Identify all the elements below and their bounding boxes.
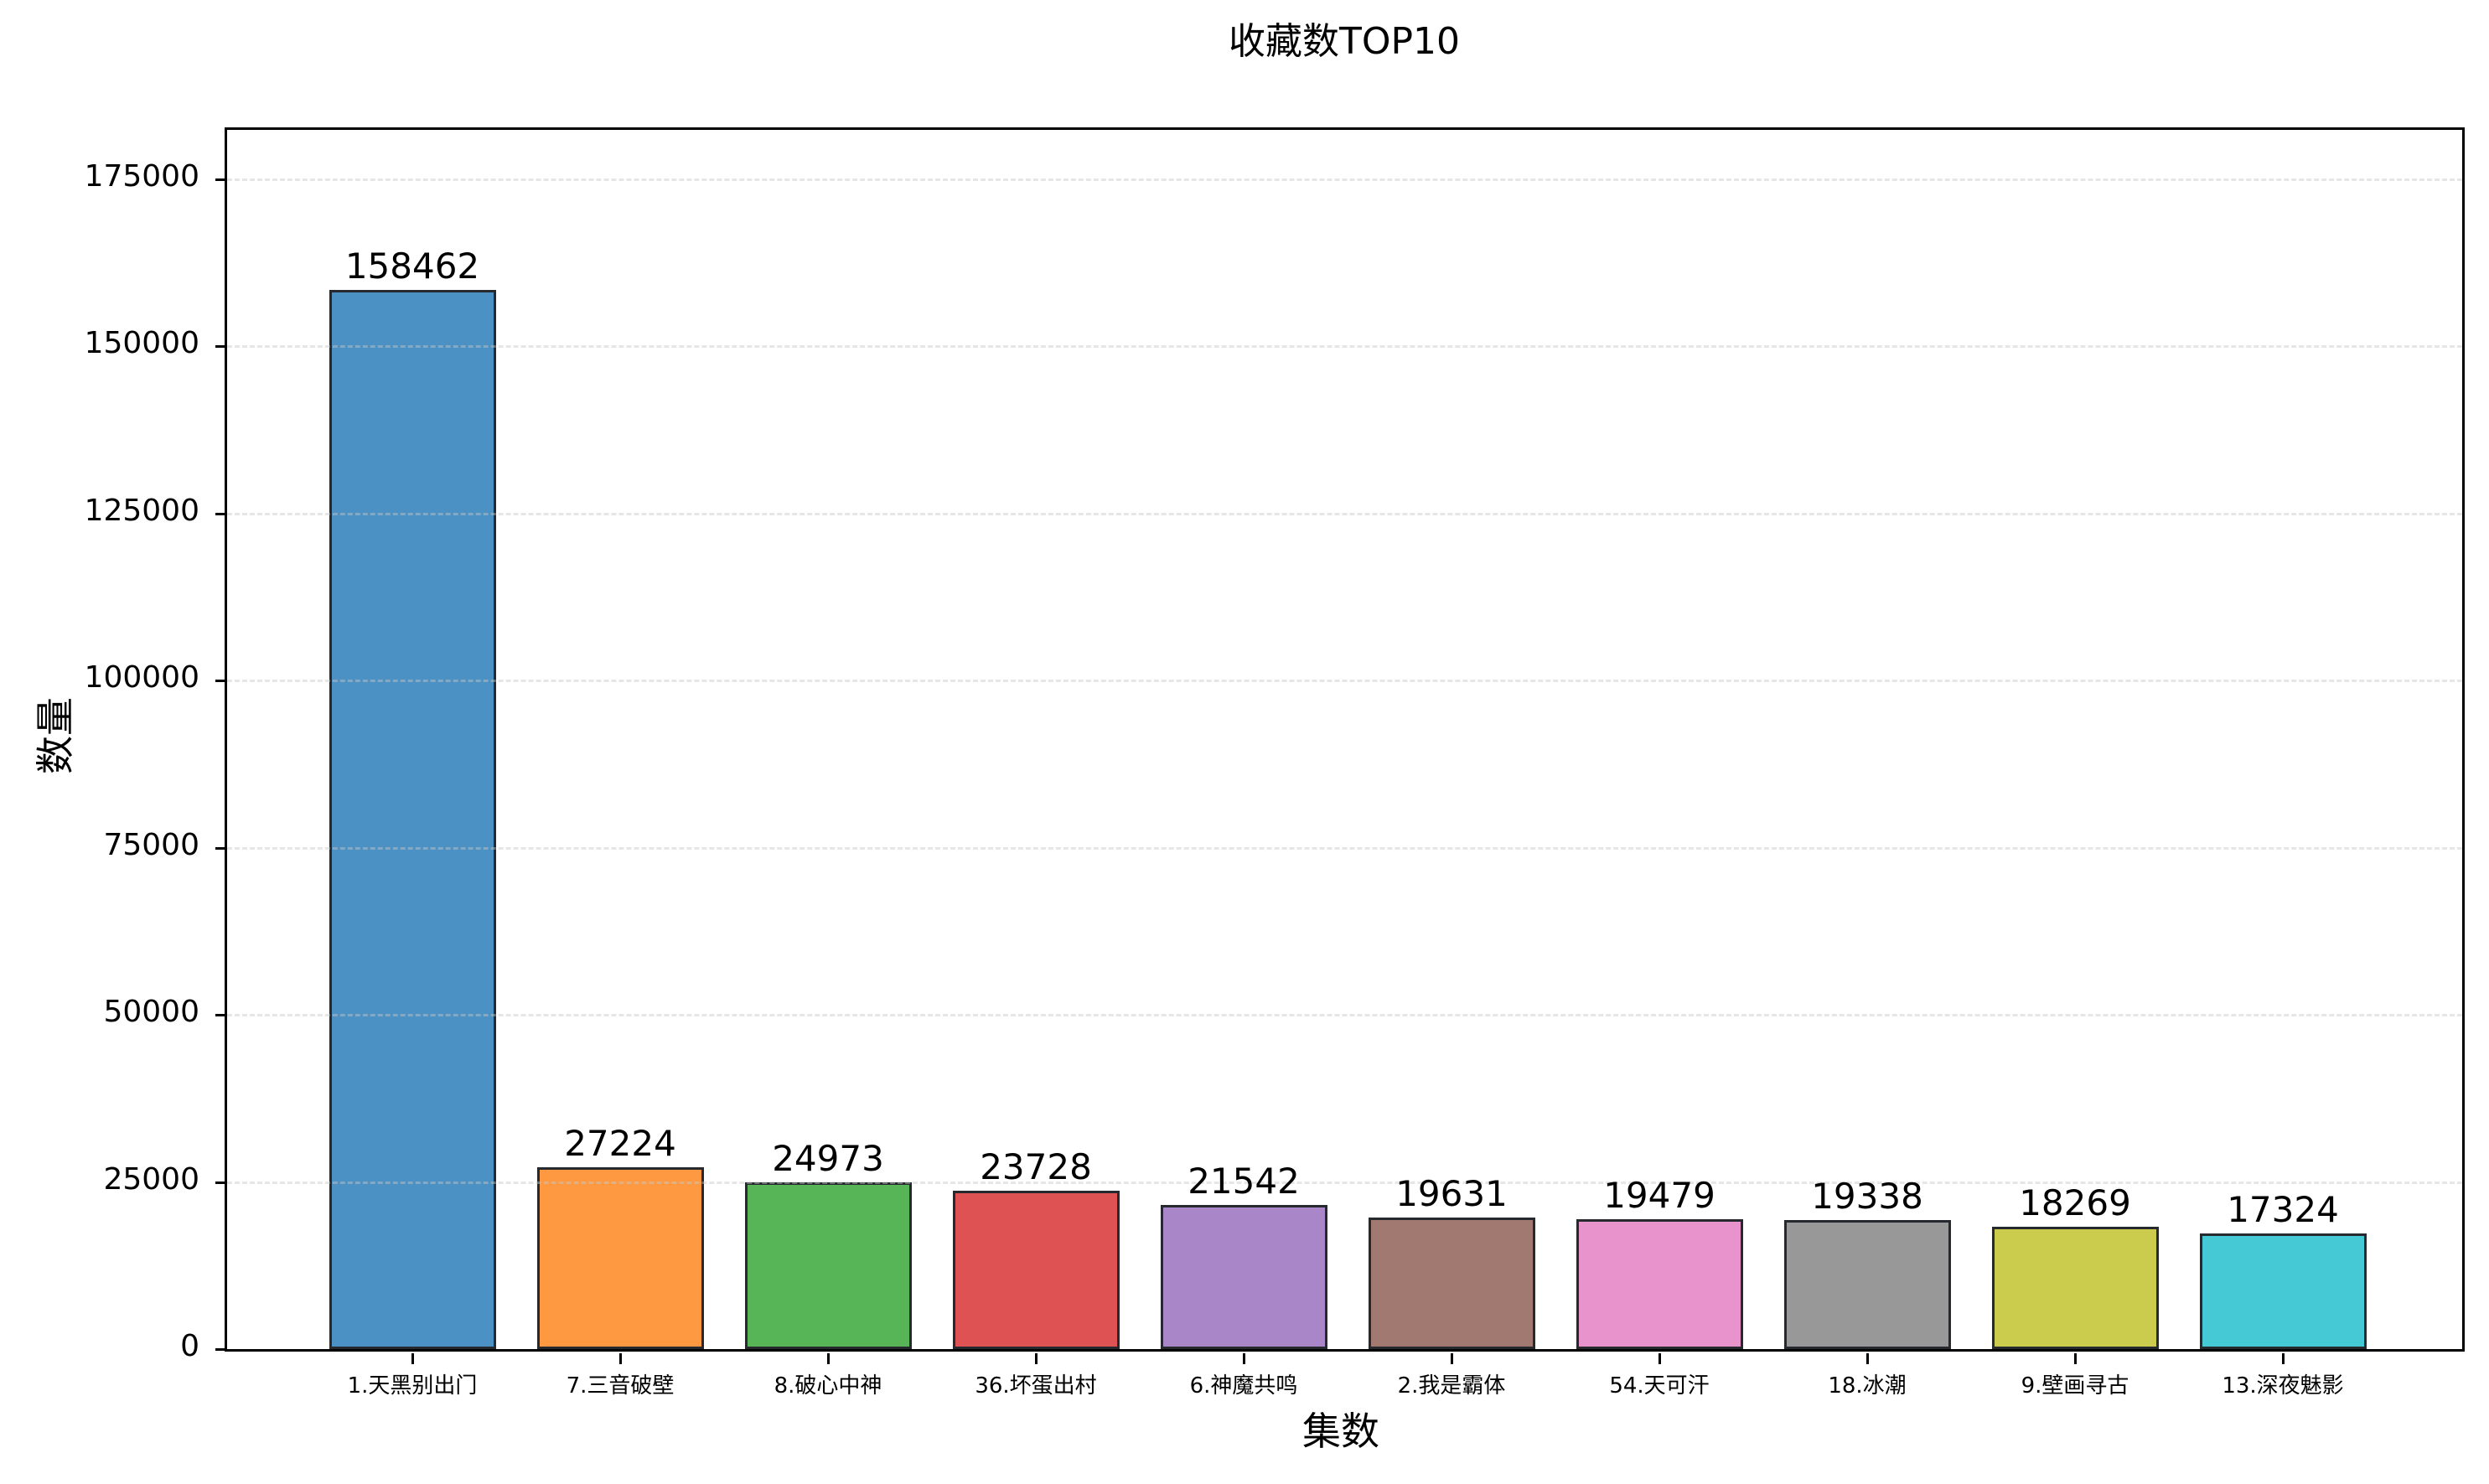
- y-tick-label: 150000: [84, 326, 199, 361]
- gridline: [227, 846, 2462, 850]
- bar-value-label: 23728: [980, 1145, 1092, 1187]
- x-tick-label: 8.破心中神: [774, 1373, 882, 1399]
- x-tick-mark: [1034, 1353, 1038, 1364]
- y-tick-label: 75000: [103, 827, 199, 862]
- y-tick-label: 50000: [103, 995, 199, 1030]
- bar-value-label: 21542: [1188, 1161, 1300, 1202]
- x-tick-label: 54.天可汗: [1609, 1373, 1710, 1399]
- x-tick-label: 18.冰潮: [1828, 1373, 1907, 1399]
- x-tick-mark: [1242, 1353, 1245, 1364]
- y-tick-label: 175000: [84, 159, 199, 194]
- bar: [744, 1182, 912, 1349]
- y-tick-mark: [215, 846, 225, 850]
- x-tick-mark: [2281, 1353, 2285, 1364]
- bar-value-label: 17324: [2227, 1188, 2339, 1230]
- chart-title: 收藏数TOP10: [1228, 20, 1461, 63]
- y-tick-label: 125000: [84, 493, 199, 528]
- bar: [1160, 1205, 1327, 1349]
- x-tick-label: 9.壁画寻古: [2021, 1373, 2129, 1399]
- bar: [329, 289, 496, 1349]
- y-tick-mark: [215, 1181, 225, 1184]
- bar-value-label: 19338: [1811, 1175, 1923, 1217]
- gridline: [227, 680, 2462, 683]
- x-axis-label: 集数: [1302, 1409, 1379, 1454]
- bar: [1368, 1218, 1535, 1349]
- bar-value-label: 158462: [344, 245, 480, 287]
- bar: [536, 1166, 704, 1349]
- y-tick-mark: [215, 345, 225, 349]
- x-tick-label: 1.天黑别出门: [347, 1373, 478, 1399]
- gridline: [227, 512, 2462, 515]
- x-tick-mark: [618, 1353, 622, 1364]
- y-axis-label: 数量: [33, 697, 78, 774]
- bar-value-label: 27224: [564, 1122, 676, 1164]
- y-tick-mark: [215, 680, 225, 683]
- plot-area: 158462 1.天黑别出门 27224 7.三音破壁 24973 8.破心中神 23728…: [215, 127, 2465, 1399]
- x-tick-mark: [1658, 1353, 1661, 1364]
- x-tick-mark: [1450, 1353, 1453, 1364]
- x-tick-mark: [826, 1353, 830, 1364]
- y-tick-label: 100000: [84, 660, 199, 695]
- y-tick-mark: [215, 1348, 225, 1351]
- x-tick-label: 2.我是霸体: [1397, 1373, 1506, 1399]
- x-tick-label: 13.深夜魅影: [2222, 1373, 2344, 1399]
- bar-value-label: 19631: [1395, 1173, 1508, 1215]
- bar: [1576, 1218, 1743, 1349]
- x-tick-label: 6.神魔共鸣: [1189, 1373, 1298, 1399]
- bar: [1783, 1219, 1951, 1349]
- x-tick-label: 7.三音破壁: [566, 1373, 675, 1399]
- x-tick-mark: [1865, 1353, 1869, 1364]
- y-tick-mark: [215, 512, 225, 515]
- y-tick-label: 25000: [103, 1161, 199, 1197]
- bar-value-label: 24973: [772, 1137, 884, 1179]
- gridline: [227, 178, 2462, 182]
- x-tick-mark: [2073, 1353, 2077, 1364]
- bar: [952, 1190, 1120, 1349]
- x-tick-mark: [411, 1353, 414, 1364]
- bar: [1991, 1227, 2159, 1349]
- bar: [2199, 1233, 2367, 1349]
- x-tick-label: 36.坏蛋出村: [975, 1373, 1097, 1399]
- bar-value-label: 19479: [1603, 1174, 1715, 1216]
- y-tick-mark: [215, 178, 225, 182]
- y-tick-label: 0: [180, 1329, 199, 1363]
- gridline: [227, 1014, 2462, 1017]
- bar-value-label: 18269: [2019, 1182, 2131, 1224]
- gridline: [227, 345, 2462, 349]
- y-tick-mark: [215, 1014, 225, 1017]
